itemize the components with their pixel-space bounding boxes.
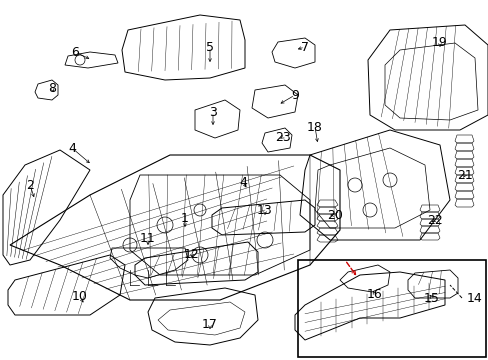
Text: 21: 21 <box>456 168 472 181</box>
Text: 16: 16 <box>366 288 382 302</box>
Text: 17: 17 <box>202 319 218 332</box>
Text: 12: 12 <box>184 248 200 261</box>
Text: 22: 22 <box>426 213 442 226</box>
Text: 10: 10 <box>72 291 88 303</box>
Bar <box>297 260 485 357</box>
Text: 18: 18 <box>306 121 322 134</box>
Text: 2: 2 <box>26 179 34 192</box>
Text: 8: 8 <box>48 81 56 95</box>
Text: 3: 3 <box>209 105 217 118</box>
Text: 23: 23 <box>275 131 290 144</box>
Text: 7: 7 <box>301 41 308 54</box>
Text: 19: 19 <box>431 36 447 49</box>
Text: 14: 14 <box>466 292 482 305</box>
Text: 6: 6 <box>71 45 79 59</box>
Text: 5: 5 <box>205 41 214 54</box>
Text: 13: 13 <box>257 203 272 216</box>
Text: 1: 1 <box>181 212 188 225</box>
Text: 4: 4 <box>68 141 76 154</box>
Text: 11: 11 <box>140 231 156 244</box>
Text: 15: 15 <box>423 292 439 305</box>
Text: 4: 4 <box>239 176 246 189</box>
Text: 20: 20 <box>326 208 342 221</box>
Text: 9: 9 <box>290 89 298 102</box>
